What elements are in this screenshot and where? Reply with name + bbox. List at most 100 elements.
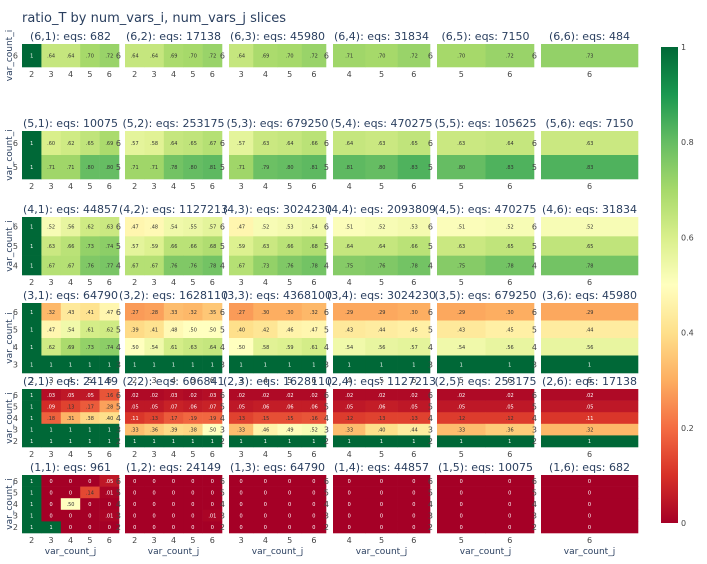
- heatmap-cell: [229, 338, 254, 356]
- heatmap-cell: [41, 412, 62, 425]
- cell-label: 1: [191, 362, 194, 368]
- y-tick-label: 5: [116, 488, 121, 497]
- heatmap-cell: [41, 475, 62, 487]
- cell-label: 0: [88, 479, 91, 485]
- cell-label: .55: [189, 225, 197, 231]
- heatmap-cell: [437, 389, 486, 401]
- y-tick-label: 5: [532, 163, 537, 172]
- cell-label: .63: [189, 345, 197, 351]
- y-tick-label: 6: [13, 308, 18, 317]
- cell-label: 0: [288, 479, 291, 485]
- heatmap-cell: [485, 423, 535, 436]
- y-tick-label: 3: [220, 512, 225, 521]
- heatmap-cell: [163, 423, 184, 436]
- heatmap-cell: [80, 435, 100, 448]
- heatmap-cell: [80, 320, 100, 339]
- cell-label: 0: [50, 514, 53, 520]
- cell-label: .63: [378, 141, 386, 147]
- heatmap-cell: [163, 303, 184, 321]
- cell-label: .83: [586, 165, 594, 171]
- x-tick-label: 3: [49, 182, 54, 191]
- heatmap-cell: [163, 498, 184, 511]
- x-tick-label: 5: [87, 376, 92, 385]
- cell-label: 1: [69, 362, 72, 368]
- cell-label: .54: [67, 327, 75, 333]
- cell-label: .06: [189, 404, 197, 410]
- x-tick-label: 4: [347, 70, 352, 79]
- cell-label: .52: [310, 428, 318, 434]
- x-tick-label: 5: [287, 450, 292, 459]
- heatmap-cell: [333, 217, 366, 237]
- cell-label: .19: [208, 416, 216, 422]
- heatmap-cell: [253, 498, 278, 511]
- cell-label: 0: [69, 479, 72, 485]
- x-tick-label: 3: [49, 376, 54, 385]
- heatmap-cell: [125, 509, 145, 522]
- cell-label: 0: [312, 490, 315, 496]
- heatmap-cell: [229, 355, 254, 374]
- cell-label: .30: [506, 310, 514, 316]
- heatmap-cell: [333, 155, 366, 180]
- heatmap-cell: [183, 303, 203, 321]
- y-tick-label: 4: [13, 500, 18, 509]
- heatmap-cell: [485, 155, 535, 180]
- cell-label: 0: [288, 490, 291, 496]
- heatmap-cell: [229, 389, 254, 401]
- heatmap-cell: [541, 435, 639, 448]
- cell-label: .68: [310, 244, 318, 250]
- heatmap-cell: [144, 303, 165, 321]
- x-tick-label: 5: [379, 376, 384, 385]
- heatmap-cell: [80, 521, 100, 534]
- cell-label: 1: [211, 439, 214, 445]
- y-tick-label: 6: [428, 477, 433, 486]
- cell-label: .13: [150, 416, 158, 422]
- heatmap-cell: [277, 423, 303, 436]
- heatmap-cell: [397, 338, 431, 356]
- cell-label: .05: [410, 404, 418, 410]
- panel-title: (2,5): eqs: 253175: [435, 375, 537, 388]
- heatmap-cell: [541, 475, 639, 487]
- cell-label: .64: [208, 345, 216, 351]
- heatmap-cell: [541, 521, 639, 534]
- heatmap-cell: [60, 509, 81, 522]
- heatmap-cell: [80, 217, 100, 237]
- cell-label: .42: [261, 327, 269, 333]
- cell-label: .12: [506, 416, 514, 422]
- cell-label: .02: [506, 393, 514, 399]
- y-tick-label: 5: [324, 163, 329, 172]
- cell-label: .09: [47, 404, 55, 410]
- cell-label: .58: [150, 141, 158, 147]
- heatmap-cell: [163, 255, 184, 276]
- cell-label: 1: [69, 428, 72, 434]
- heatmap-cell: [485, 521, 535, 534]
- cell-label: .51: [457, 225, 465, 231]
- x-tick-label: 3: [239, 536, 244, 545]
- cell-label: .05: [457, 404, 465, 410]
- cell-label: .64: [286, 141, 294, 147]
- cell-label: .50: [237, 345, 245, 351]
- cell-label: 0: [211, 525, 214, 531]
- heatmap-cell: [125, 521, 145, 534]
- cell-label: .64: [506, 141, 514, 147]
- heatmap-cell: [202, 509, 223, 522]
- cell-label: .02: [310, 393, 318, 399]
- heatmap-cell: [485, 303, 535, 321]
- y-tick-label: 5: [532, 242, 537, 251]
- heatmap-cell: [125, 255, 145, 276]
- y-tick-label: 5: [428, 163, 433, 172]
- cell-label: 0: [264, 502, 267, 508]
- heatmap-cell: [437, 486, 486, 499]
- cell-label: 0: [172, 525, 175, 531]
- cell-label: .67: [67, 263, 75, 269]
- heatmap-cell: [229, 498, 254, 511]
- cell-label: .65: [586, 244, 594, 250]
- y-tick-label: 4: [13, 261, 18, 270]
- heatmap-cell: [41, 509, 62, 522]
- x-tick-label: 2: [132, 450, 137, 459]
- heatmap-cell: [125, 475, 145, 487]
- x-tick-label: 6: [587, 278, 592, 287]
- heatmap-cell: [229, 412, 254, 425]
- heatmap-cell: [301, 475, 327, 487]
- cell-label: .32: [310, 310, 318, 316]
- heatmap-cell: [301, 412, 327, 425]
